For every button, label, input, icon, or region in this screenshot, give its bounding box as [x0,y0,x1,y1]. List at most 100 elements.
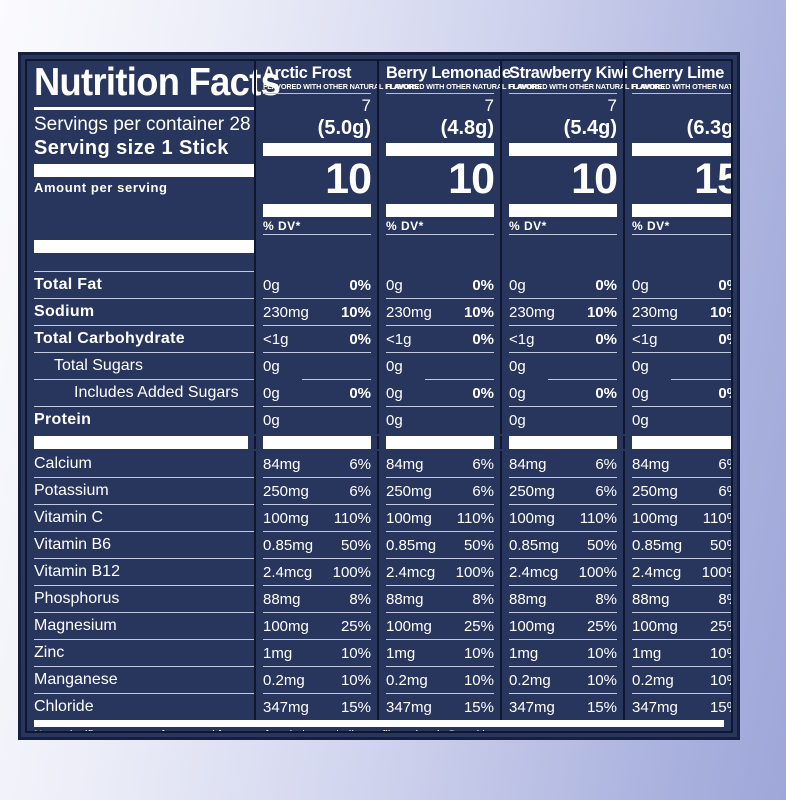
nutrient-label-cell: Manganese [27,667,254,693]
nutrient-amount: 0g [509,276,526,294]
nutrient-value-cell: 0g 0% [500,272,623,298]
calories-value: 10 [571,155,618,203]
flavor-rule [386,93,494,94]
table-row: Total Fat 0g 0% 0g 0% 0g 0% 0g 0% [27,272,731,298]
nutrient-daily-value: 50% [463,536,494,554]
nutrient-label-cell: Magnesium [27,613,254,639]
nutrient-amount: 1mg [263,644,293,662]
nutrient-amount: 100mg [263,617,309,635]
nutrient-label-cell: Vitamin C [27,505,254,531]
nutrient-amount: 0g [263,384,280,402]
separator-value-segment [254,693,377,694]
nutrient-amount: 0g [386,384,403,402]
nutrient-daily-value: 100% [455,563,494,581]
nutrient-amount: 230mg [509,303,555,321]
table-row: Manganese 0.2mg 10% 0.2mg 10% 0.2mg 10% 0.2mg 10… [27,667,731,693]
separator-value-segment [254,379,377,380]
table-row: Chloride 347mg 15% 347mg 15% 347mg 15% 347mg 15% [27,694,731,720]
nutrient-daily-value: 50% [586,536,617,554]
nutrient-amount: 0g [632,384,649,402]
nutrient-daily-value: 15% [463,698,494,716]
separator-value-segment [377,558,500,559]
flavor-name: Arctic Frost [263,63,352,82]
separator-value-segment [623,298,731,299]
nutrient-daily-value: 0% [349,276,371,294]
nutrient-amount: 0g [632,276,649,294]
nutrient-label-cell: Calcium [27,451,254,477]
serving-size: Serving size 1 Stick [34,137,229,159]
nutrient-daily-value: 6% [349,455,371,473]
servings-count: 7 [484,96,494,115]
dv-header: % DV* [263,219,301,233]
nutrient-daily-value: 10% [709,644,731,662]
separator-value-segment [623,379,731,380]
nutrient-amount: 0g [386,357,403,375]
nutrient-label-cell: Total Carbohydrate [27,326,254,352]
row-separator [27,352,731,353]
nutrient-daily-value: 110% [702,509,731,527]
separator-value-segment [500,433,623,434]
table-row: Total Sugars 0g 0g 0g 0g [27,353,731,379]
nutrient-daily-value: 10% [463,303,494,321]
dv-header-rule [263,234,371,235]
separator-label-segment [27,666,254,667]
separator-value-segment [254,298,377,299]
nutrient-daily-value: 0% [718,330,731,348]
separator-label-segment [27,693,254,694]
separator-value-segment [377,325,500,326]
nutrient-value-cell: 250mg 6% [623,478,731,504]
nutrient-label-cell: Chloride [27,694,254,720]
separator-value-segment [377,433,500,434]
nutrient-label-cell: Potassium [27,478,254,504]
nutrient-name: Protein [34,411,92,428]
footnote-not-significant: Not a significant source of saturated fa… [34,727,714,731]
flavor-subtitle: FLAVORED WITH OTHER NATURAL FLAVORS [509,82,665,91]
nutrient-name: Total Sugars [54,357,143,374]
separator-value-segment [623,504,731,505]
nutrient-amount: 0.2mg [632,671,674,689]
nutrient-value-cell: 1mg 10% [377,640,500,666]
nutrient-amount: 0.2mg [386,671,428,689]
nutrient-amount: 1mg [632,644,662,662]
nutrient-name: Zinc [34,644,65,661]
nutrient-daily-value: 25% [340,617,371,635]
nutrient-value-cell: 347mg 15% [500,694,623,720]
separator-value-segment [254,585,377,586]
nutrient-name: Potassium [34,482,109,499]
separator-value-segment [623,693,731,694]
nutrient-daily-value: 15% [709,698,731,716]
nutrient-daily-value: 8% [349,590,371,608]
nutrient-amount: 84mg [386,455,424,473]
nutrient-name: Magnesium [34,617,117,634]
nutrient-amount: 250mg [386,482,432,500]
nutrient-amount: 2.4mcg [263,563,313,581]
nutrient-value-cell: 347mg 15% [254,694,377,720]
nutrient-value-cell: 88mg 8% [500,586,623,612]
nutrient-daily-value: 0% [472,276,494,294]
flavor-rule [509,93,617,94]
nutrient-value-cell: 0g [377,407,500,433]
nutrient-value-cell: <1g 0% [623,326,731,352]
row-separator [27,298,731,299]
nutrient-value-cell: 2.4mcg 100% [377,559,500,585]
separator-value-segment [254,477,377,478]
nutrient-amount: <1g [263,330,289,348]
nutrient-name: Includes Added Sugars [74,384,239,401]
nutrient-daily-value: 10% [709,303,731,321]
nutrient-daily-value: 6% [718,455,731,473]
nutrient-value-cell: 0g [377,353,500,379]
nutrient-amount: 2.4mcg [632,563,682,581]
nutrient-daily-value: 0% [718,276,731,294]
nutrient-daily-value: 10% [340,303,371,321]
separator-value-segment [500,693,623,694]
nutrient-amount: 347mg [509,698,555,716]
nutrient-value-cell: 0g 0% [623,272,731,298]
nutrient-value-cell: 0g 0% [254,272,377,298]
table-row: Sodium 230mg 10% 230mg 10% 230mg 10% 230mg 10% [27,299,731,325]
nutrient-name: Chloride [34,698,94,715]
dv-header-rule [386,234,494,235]
micronutrient-table: Calcium84mg6%84mg6%84mg6%84mg6%Potassium… [27,451,731,720]
nutrient-daily-value: 10% [463,671,494,689]
nutrient-value-cell: 1mg 10% [500,640,623,666]
flavor-subtitle: FLAVORED WITH OTHER NATURAL FLAVORS [263,82,419,91]
